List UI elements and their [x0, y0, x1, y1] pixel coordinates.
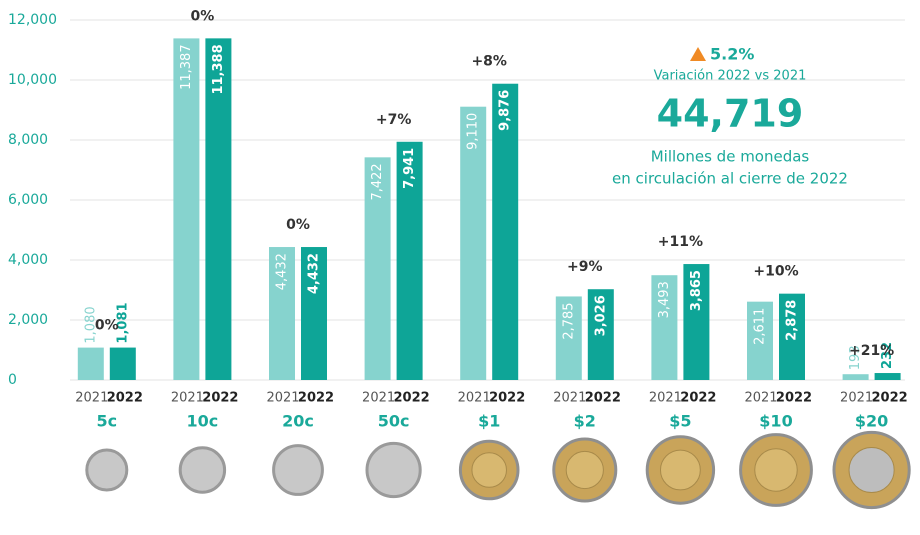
legend-year: 2021	[171, 391, 204, 406]
value-label: 1,080	[83, 306, 98, 343]
bar	[460, 106, 487, 380]
legend-year: 2021	[840, 391, 873, 406]
coin-center	[754, 448, 798, 492]
bar	[874, 373, 901, 380]
legend-year: 2021	[458, 391, 491, 406]
coin-center	[471, 452, 507, 488]
legend-year: 2021	[75, 391, 108, 406]
value-label: 2,878	[785, 300, 800, 341]
legend-year: 2022	[107, 391, 143, 406]
bar	[301, 247, 327, 380]
bar	[77, 347, 104, 380]
change-value: 5.2%	[710, 45, 754, 64]
y-tick-label: 4,000	[8, 252, 48, 268]
y-tick-label: 0	[8, 372, 17, 388]
y-tick-label: 10,000	[8, 72, 57, 88]
value-label: 2,785	[561, 302, 576, 339]
value-label: 3,865	[689, 270, 704, 311]
y-tick-label: 8,000	[8, 132, 48, 148]
change-label: +21%	[849, 343, 894, 359]
change-label: +7%	[376, 112, 412, 128]
x-tick-label: $1	[478, 412, 500, 431]
value-label: 3,493	[657, 281, 672, 318]
value-label: 9,110	[466, 113, 481, 150]
value-label: 11,388	[211, 44, 226, 94]
legend-year: 2021	[649, 391, 682, 406]
change-label: 0%	[286, 217, 310, 233]
legend-year: 2022	[776, 391, 812, 406]
bar	[747, 301, 773, 380]
x-tick-label: 50c	[378, 412, 410, 431]
x-tick-label: $10	[759, 412, 792, 431]
y-tick-label: 2,000	[8, 312, 48, 328]
coin	[365, 441, 422, 499]
change-label: +10%	[753, 264, 798, 280]
value-label: 3,026	[593, 295, 608, 336]
x-tick-label: 20c	[282, 412, 314, 431]
legend-year: 2022	[872, 391, 908, 406]
bar	[269, 247, 295, 380]
x-tick-label: $5	[669, 412, 691, 431]
coin	[85, 448, 129, 492]
bar	[173, 38, 200, 380]
value-label: 2,611	[753, 308, 768, 345]
bar	[205, 38, 232, 381]
bar	[683, 264, 710, 380]
value-label: 232	[880, 342, 895, 369]
legend-year: 2021	[362, 391, 395, 406]
bar	[555, 296, 582, 380]
coin	[272, 444, 324, 496]
change-label: Variación 2022 vs 2021	[654, 69, 807, 84]
legend-year: 2022	[202, 391, 238, 406]
value-label: 4,432	[275, 253, 290, 290]
bar	[779, 293, 805, 380]
value-label: 11,387	[179, 44, 194, 90]
x-tick-label: 5c	[96, 412, 117, 431]
x-tick-label: 10c	[187, 412, 219, 431]
value-label: 193	[848, 345, 863, 370]
bar	[842, 374, 869, 380]
value-label: 7,422	[370, 163, 385, 200]
bar	[396, 141, 423, 380]
bar	[587, 289, 614, 380]
total-value: 44,719	[657, 92, 804, 136]
legend-year: 2022	[680, 391, 716, 406]
change-label: 0%	[191, 8, 215, 24]
x-tick-label: $2	[574, 412, 596, 431]
y-tick-label: 6,000	[8, 192, 48, 208]
total-line: Millones de monedas	[651, 148, 810, 166]
y-tick-label: 12,000	[8, 12, 57, 28]
legend-year: 2022	[298, 391, 334, 406]
coin-center	[565, 450, 604, 490]
change-label: +8%	[471, 54, 507, 70]
change-label: +11%	[658, 234, 703, 250]
change-label: 0%	[95, 318, 119, 334]
value-label: 7,941	[402, 148, 417, 189]
coin-center	[848, 446, 895, 494]
legend-year: 2021	[744, 391, 777, 406]
coin-center	[659, 449, 701, 491]
legend-year: 2022	[585, 391, 621, 406]
change-label: +9%	[567, 259, 603, 275]
bar	[492, 83, 519, 380]
value-label: 4,432	[307, 253, 322, 294]
value-label: 9,876	[498, 90, 513, 131]
total-line: en circulación al cierre de 2022	[612, 170, 848, 188]
legend-year: 2021	[553, 391, 586, 406]
legend-year: 2022	[394, 391, 430, 406]
bar	[109, 347, 136, 380]
bar	[364, 157, 391, 380]
value-label: 1,081	[115, 302, 130, 343]
legend-year: 2022	[489, 391, 525, 406]
x-tick-label: $20	[855, 412, 888, 431]
up-triangle	[690, 47, 706, 61]
legend-year: 2021	[266, 391, 299, 406]
bar	[651, 275, 678, 380]
coin	[178, 446, 227, 494]
